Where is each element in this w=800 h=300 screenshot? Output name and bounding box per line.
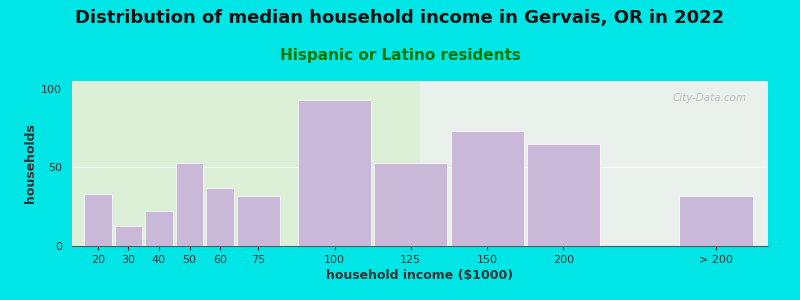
- Bar: [420, 81, 768, 246]
- Bar: [176, 163, 203, 246]
- Bar: [237, 196, 279, 246]
- X-axis label: household income ($1000): household income ($1000): [326, 269, 514, 282]
- Bar: [450, 131, 524, 246]
- Bar: [84, 194, 112, 246]
- Y-axis label: households: households: [24, 124, 37, 203]
- Bar: [679, 196, 753, 246]
- Bar: [527, 144, 600, 246]
- Text: Distribution of median household income in Gervais, OR in 2022: Distribution of median household income …: [75, 9, 725, 27]
- Bar: [298, 100, 371, 246]
- Text: City-Data.com: City-Data.com: [673, 92, 747, 103]
- Text: Hispanic or Latino residents: Hispanic or Latino residents: [279, 48, 521, 63]
- Bar: [146, 212, 173, 246]
- Bar: [374, 163, 447, 246]
- Bar: [72, 81, 420, 246]
- Bar: [206, 188, 234, 246]
- Bar: [114, 226, 142, 246]
